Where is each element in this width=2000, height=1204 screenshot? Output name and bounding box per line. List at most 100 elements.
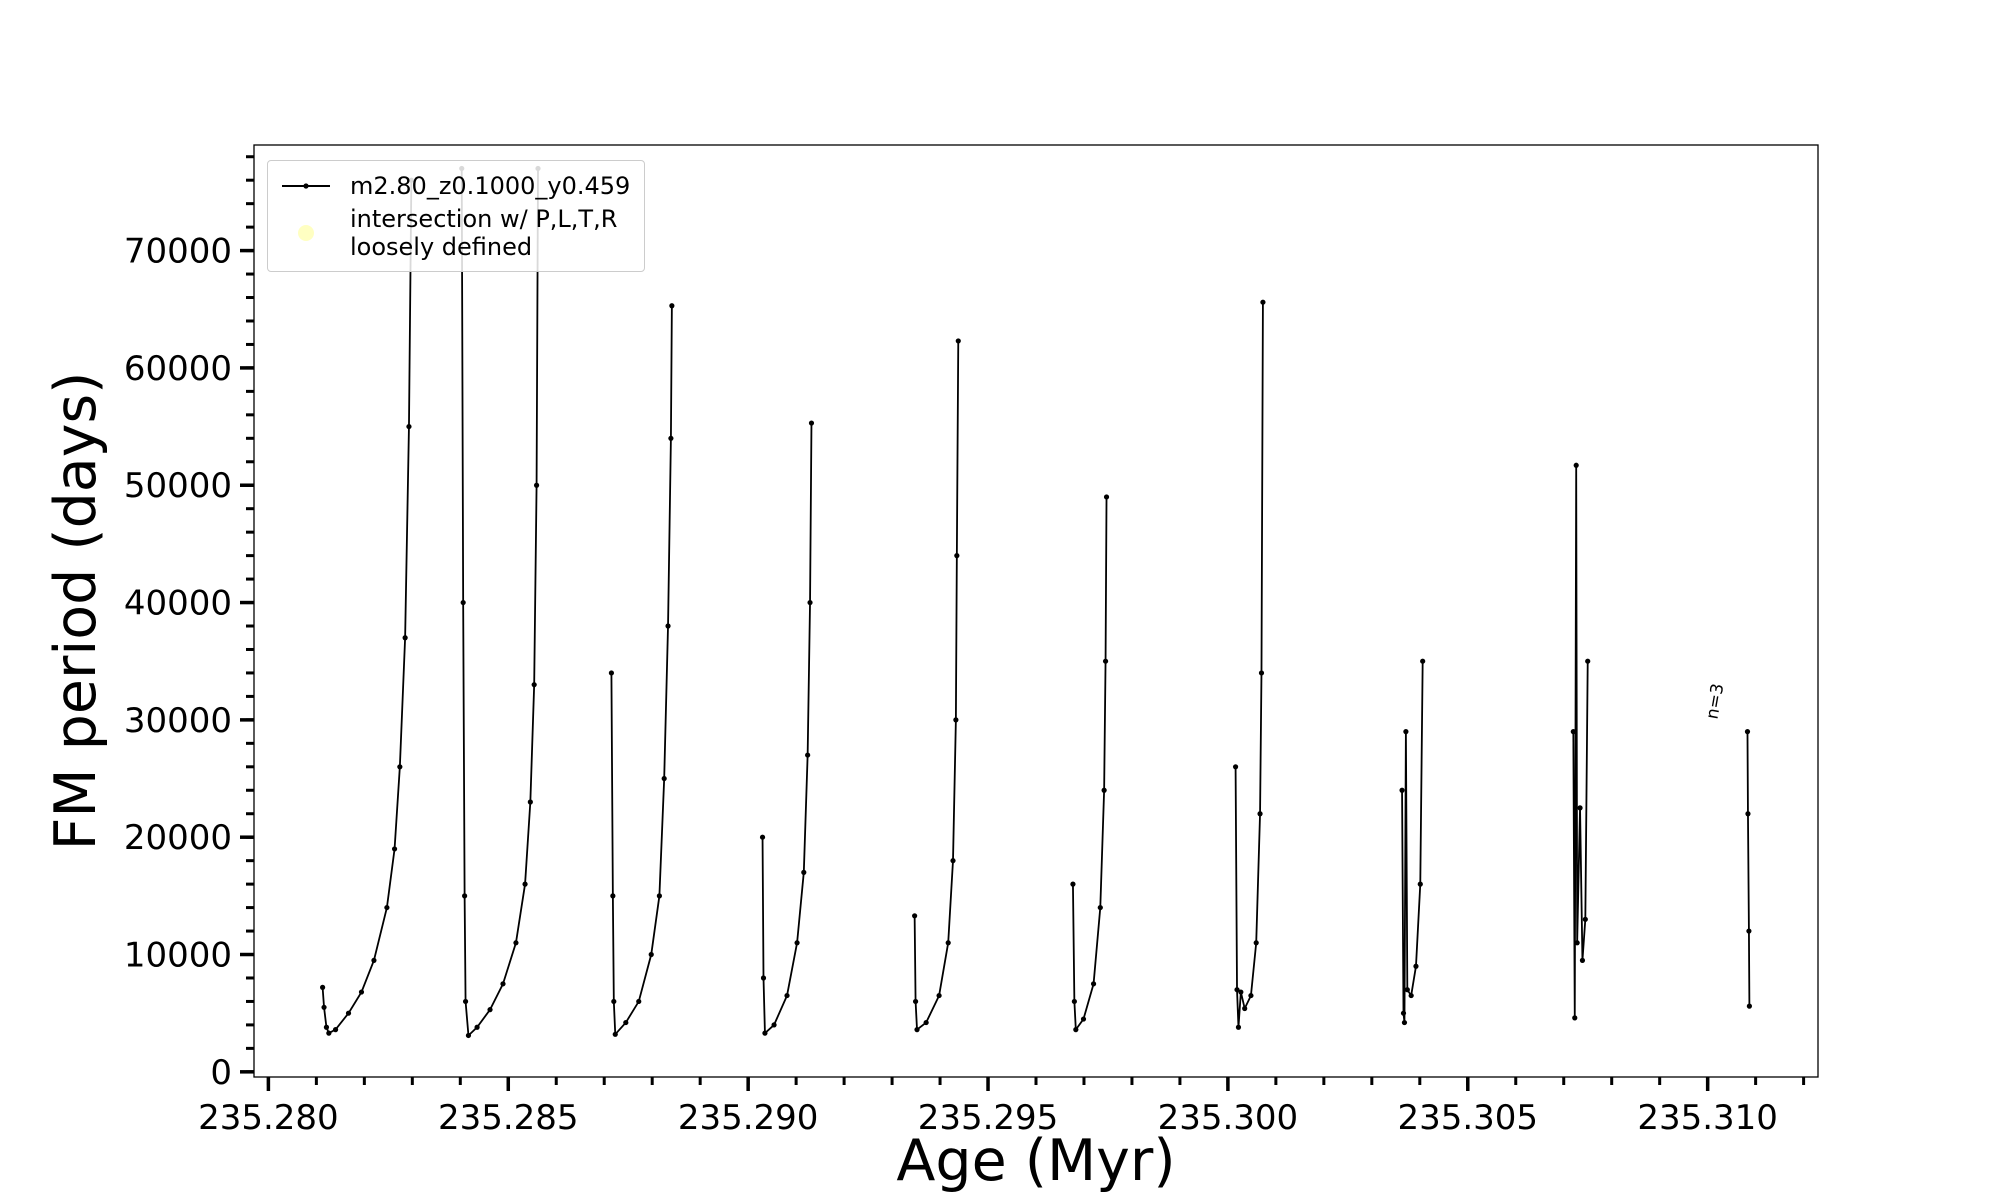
data-point <box>406 423 412 430</box>
legend-marker <box>298 225 314 241</box>
data-point <box>1420 658 1426 664</box>
data-point <box>465 1032 472 1039</box>
y-axis-label: FM period (days) <box>43 372 109 851</box>
data-point <box>1574 940 1580 946</box>
data-point <box>912 913 918 919</box>
data-point <box>1399 787 1405 793</box>
x-tick-label: 235.280 <box>198 1098 339 1138</box>
data-point <box>1577 805 1583 811</box>
y-tick-label: 10000 <box>124 936 232 976</box>
y-tick-label: 20000 <box>124 818 232 858</box>
x-tick-label: 235.305 <box>1397 1098 1538 1138</box>
x-tick-label: 235.295 <box>918 1098 1059 1138</box>
data-point <box>1232 764 1239 770</box>
x-tick-label: 235.290 <box>678 1098 819 1138</box>
data-point <box>391 846 398 852</box>
data-point <box>1400 1010 1407 1016</box>
data-point <box>1579 957 1586 963</box>
legend-label: m2.80_z0.1000_y0.459 <box>350 172 631 200</box>
y-tick-label: 60000 <box>124 349 232 389</box>
data-point <box>945 940 951 946</box>
data-point <box>474 1024 480 1030</box>
data-point <box>1242 1005 1248 1012</box>
data-point <box>323 1024 330 1030</box>
data-point <box>1073 1027 1079 1033</box>
data-point <box>1258 670 1265 676</box>
data-point <box>531 682 537 688</box>
data-point <box>533 482 540 488</box>
data-point <box>1408 992 1414 999</box>
data-point <box>760 975 767 981</box>
data-point <box>912 998 919 1005</box>
legend-key <box>282 183 330 189</box>
data-point <box>487 1007 493 1013</box>
data-point <box>914 1027 920 1033</box>
data-point <box>513 940 519 946</box>
data-point <box>784 992 790 999</box>
data-point <box>656 893 662 899</box>
data-point <box>1744 729 1751 735</box>
data-point <box>669 303 675 309</box>
data-point <box>358 989 365 995</box>
data-point <box>1404 987 1410 993</box>
data-point <box>397 764 403 770</box>
data-point <box>1090 981 1097 987</box>
data-point <box>1071 998 1077 1005</box>
series-line <box>321 168 1751 1038</box>
x-tick-label: 235.310 <box>1637 1098 1778 1138</box>
data-point <box>1238 989 1244 995</box>
data-point <box>1401 1019 1408 1026</box>
data-point <box>522 881 528 887</box>
data-point <box>636 998 642 1005</box>
data-point <box>321 1004 327 1010</box>
legend-label: intersection w/ P,L,T,R loosely defined <box>350 205 618 261</box>
data-point <box>1070 881 1076 887</box>
data-point <box>326 1030 332 1036</box>
annotation: n=3 <box>1702 682 1728 721</box>
data-point <box>612 1031 618 1037</box>
data-point <box>611 998 617 1005</box>
data-point <box>1413 963 1419 969</box>
y-tick-label: 40000 <box>124 584 232 624</box>
data-point <box>1101 787 1107 793</box>
data-point <box>801 869 807 875</box>
y-tick-label: 50000 <box>124 466 232 506</box>
data-point <box>1260 299 1266 305</box>
data-point <box>648 951 654 958</box>
data-point <box>1745 811 1751 817</box>
data-point <box>1234 987 1240 993</box>
y-tick-label: 70000 <box>124 232 232 272</box>
data-point <box>1403 729 1409 735</box>
legend-marker <box>303 183 309 189</box>
data-point <box>1102 658 1109 664</box>
data-point <box>805 752 811 758</box>
data-point <box>955 338 961 344</box>
data-point <box>462 998 469 1005</box>
data-point <box>794 940 800 946</box>
legend-key <box>298 225 314 241</box>
data-point <box>1248 992 1254 999</box>
legend-entry: intersection w/ P,L,T,R loosely defined <box>278 205 630 261</box>
data-point <box>1572 1015 1578 1021</box>
data-point <box>462 893 468 899</box>
x-tick-label: 235.300 <box>1158 1098 1299 1138</box>
data-point <box>1417 881 1423 887</box>
data-point <box>807 599 813 606</box>
data-point <box>923 1019 929 1026</box>
data-point <box>953 717 959 723</box>
data-point <box>771 1022 777 1028</box>
data-point <box>1235 1024 1242 1030</box>
data-point <box>936 992 942 999</box>
data-point <box>1570 729 1576 735</box>
data-point <box>1103 494 1110 500</box>
data-point <box>371 957 377 963</box>
data-point <box>668 435 674 441</box>
data-point <box>527 799 533 805</box>
x-axis-label: Age (Myr) <box>896 1128 1175 1194</box>
data-point <box>500 981 506 987</box>
data-point <box>1573 462 1579 468</box>
data-point <box>345 1010 352 1016</box>
data-point <box>1097 904 1103 911</box>
